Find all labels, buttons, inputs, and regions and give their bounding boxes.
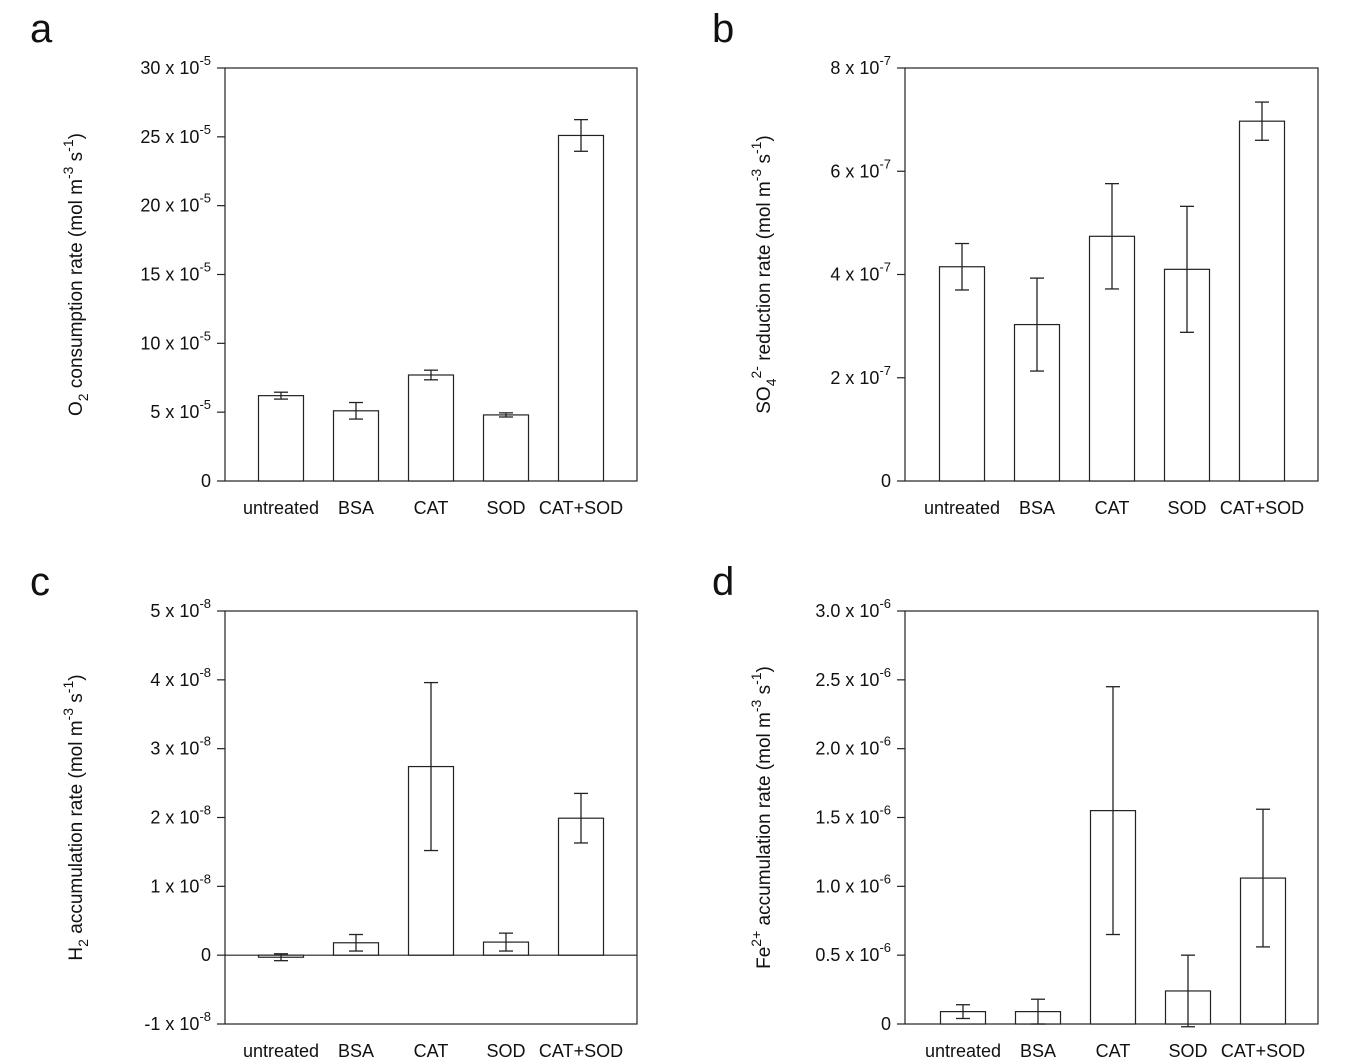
panel-letter: d	[712, 560, 734, 604]
error-bar	[424, 681, 438, 852]
y-axis-title: O2 consumption rate (mol m-3 s-1)	[60, 133, 91, 416]
category-label: SOD	[1168, 1041, 1207, 1061]
category-label: CAT+SOD	[1220, 498, 1304, 518]
category-label: CAT	[414, 498, 449, 518]
y-tick-label: 15 x 10-5	[140, 260, 211, 285]
error-bar	[274, 953, 288, 962]
category-label: CAT+SOD	[1221, 1041, 1305, 1061]
y-axis-title: H2 accumulation rate (mol m-3 s-1)	[60, 674, 91, 960]
y-tick-label: 0	[881, 471, 891, 491]
panel-letter: c	[30, 560, 50, 604]
error-bar	[1256, 808, 1270, 948]
bar-cat-plus-sod	[1238, 120, 1286, 482]
bar-sod	[482, 414, 530, 482]
error-bar	[955, 242, 969, 291]
category-label: BSA	[338, 498, 374, 518]
category-label: CAT	[1096, 1041, 1131, 1061]
y-tick-label: 1 x 10-8	[150, 871, 211, 896]
bar-bsa	[332, 410, 380, 482]
category-label: SOD	[1167, 498, 1206, 518]
category-label: untreated	[243, 498, 319, 518]
panel-c: c -1 x 10-8 0 1 x 10-8 2 x 10-8 3 x 10-8 4 x 1…	[30, 560, 638, 1061]
y-tick-label: 4 x 10-7	[830, 260, 891, 285]
error-bar	[499, 932, 513, 952]
category-label: BSA	[338, 1041, 374, 1061]
error-bar	[1031, 998, 1045, 1025]
error-bar	[349, 401, 363, 420]
error-bar	[1105, 182, 1119, 290]
error-bar	[1106, 686, 1120, 936]
y-axis-title: SO42- reduction rate (mol m-3 s-1)	[748, 135, 779, 414]
panel-letter: b	[712, 7, 734, 51]
y-tick-label: 8 x 10-7	[830, 53, 891, 78]
category-label: SOD	[486, 498, 525, 518]
category-label: CAT	[1095, 498, 1130, 518]
y-tick-label: -1 x 10-8	[144, 1009, 211, 1034]
y-tick-label: 3 x 10-8	[150, 734, 211, 759]
panel-b: b 0 2 x 10-7 4 x 10-7 6 x 10-7 8 x 10-7 untrea…	[712, 7, 1319, 518]
y-tick-label: 1.5 x 10-6	[815, 803, 891, 828]
error-bar	[956, 1004, 970, 1020]
category-label: CAT+SOD	[539, 498, 623, 518]
panel-a: a 0 5 x 10-5 10 x 10-5 15 x 10-5 20 x 10-5 25 …	[30, 7, 638, 518]
y-tick-label: 0	[201, 945, 211, 965]
category-label: untreated	[243, 1041, 319, 1061]
y-tick-label: 5 x 10-8	[150, 596, 211, 621]
category-label: CAT	[414, 1041, 449, 1061]
category-label: CAT+SOD	[539, 1041, 623, 1061]
y-tick-label: 0.5 x 10-6	[815, 940, 891, 965]
panel-letter: a	[30, 7, 53, 51]
y-tick-label: 30 x 10-5	[140, 53, 211, 78]
error-bar	[274, 391, 288, 400]
bar-untreated	[938, 266, 986, 482]
bar-cat-plus-sod	[557, 134, 605, 482]
error-bar	[1180, 205, 1194, 333]
bar-untreated	[257, 395, 305, 482]
y-tick-label: 5 x 10-5	[150, 397, 211, 422]
y-tick-label: 0	[201, 471, 211, 491]
category-label: untreated	[925, 1041, 1001, 1061]
error-bar	[1181, 954, 1195, 1028]
y-tick-label: 2 x 10-7	[830, 363, 891, 388]
y-tick-label: 6 x 10-7	[830, 156, 891, 181]
error-bar	[1030, 277, 1044, 372]
error-bar	[1255, 101, 1269, 141]
y-axis-title: Fe2+ accumulation rate (mol m-3 s-1)	[748, 666, 775, 969]
y-tick-label: 0	[881, 1014, 891, 1034]
y-tick-label: 1.0 x 10-6	[815, 871, 891, 896]
error-bar	[574, 118, 588, 152]
category-label: SOD	[486, 1041, 525, 1061]
y-tick-label: 3.0 x 10-6	[815, 596, 891, 621]
error-bar	[349, 933, 363, 952]
y-tick-label: 25 x 10-5	[140, 122, 211, 147]
error-bar	[424, 369, 438, 381]
category-label: untreated	[924, 498, 1000, 518]
y-tick-label: 10 x 10-5	[140, 328, 211, 353]
y-tick-label: 2 x 10-8	[150, 803, 211, 828]
panel-d: d 0 0.5 x 10-6 1.0 x 10-6 1.5 x 10-6 2.0 x 10…	[712, 560, 1319, 1061]
category-label: BSA	[1019, 498, 1055, 518]
bar-cat	[407, 374, 455, 482]
error-bar	[499, 412, 513, 418]
category-label: BSA	[1020, 1041, 1056, 1061]
y-tick-label: 20 x 10-5	[140, 191, 211, 216]
y-tick-label: 4 x 10-8	[150, 665, 211, 690]
y-tick-label: 2.5 x 10-6	[815, 665, 891, 690]
y-tick-label: 2.0 x 10-6	[815, 734, 891, 759]
error-bar	[574, 792, 588, 844]
